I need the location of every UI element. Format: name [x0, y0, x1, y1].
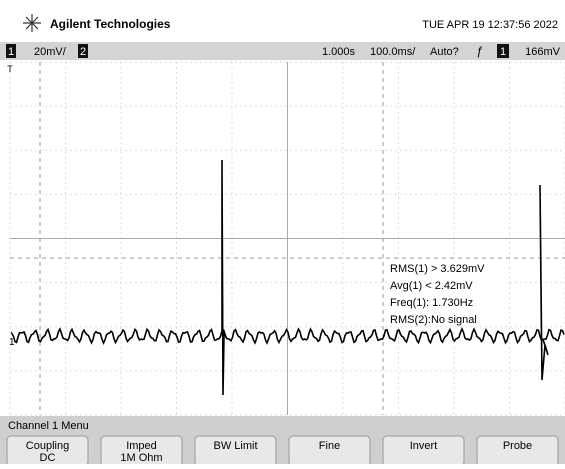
measurement: Avg(1) < 2.42mV	[390, 280, 473, 292]
delay: 1.000s	[322, 46, 356, 58]
logo	[23, 14, 41, 32]
waveform	[11, 159, 565, 396]
menu-bar	[0, 416, 565, 464]
scale1: 20mV/	[34, 46, 67, 58]
channel1: 1	[8, 46, 14, 58]
trigger-level: 166mV	[525, 46, 561, 58]
softkey-label: Imped	[126, 440, 157, 452]
datetime: TUE APR 19 12:37:56 2022	[422, 19, 558, 31]
channel1-box	[6, 44, 16, 58]
trigger-source: 1	[500, 46, 506, 58]
softkey-label: Coupling	[26, 440, 69, 452]
measurement-bg	[388, 311, 508, 326]
measurements: RMS(1) > 3.629mV Avg(1) < 2.42mV Freq(1): …	[388, 260, 508, 326]
measurement: Freq(1): 1.730Hz	[390, 297, 473, 309]
trigger-source-box	[497, 44, 509, 58]
trigger-marker: T	[7, 64, 13, 74]
channel2-box	[78, 44, 88, 58]
softkey-value: DC	[40, 452, 56, 464]
softkey-value: 1M Ohm	[120, 452, 162, 464]
trigger-slope: ƒ	[476, 44, 483, 58]
softkey-label: Probe	[503, 440, 532, 452]
measurement-bg	[388, 294, 508, 309]
measurement: RMS(1) > 3.629mV	[390, 263, 485, 275]
measurement-bg	[388, 260, 508, 275]
softkey-label: Invert	[410, 440, 438, 452]
measurement: RMS(2):No signal	[390, 314, 477, 326]
channel2: 2	[80, 46, 86, 58]
softkey-label: Fine	[319, 440, 340, 452]
measurement-bg	[388, 277, 508, 292]
graticule	[9, 61, 565, 416]
softkey-label: BW Limit	[214, 440, 258, 452]
status-bar	[0, 42, 565, 60]
ground-marker: 1	[9, 337, 15, 348]
menu-title: Channel 1 Menu	[8, 420, 89, 432]
trigger-mode: Auto?	[430, 46, 459, 58]
brand: Agilent Technologies	[50, 17, 171, 31]
timebase: 100.0ms/	[370, 46, 416, 58]
